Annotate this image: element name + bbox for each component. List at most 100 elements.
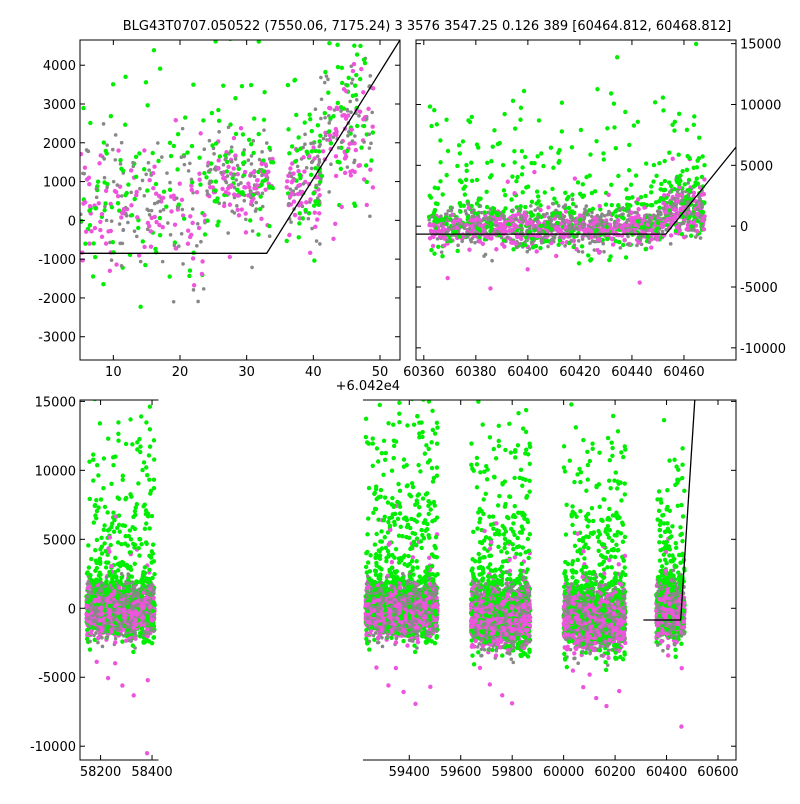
point-green <box>262 169 266 173</box>
point-gray <box>542 213 546 217</box>
point-magenta <box>188 214 192 218</box>
point-green <box>125 191 129 195</box>
point-green <box>369 158 373 162</box>
point-magenta <box>361 117 365 121</box>
point-gray <box>346 134 350 138</box>
point-magenta <box>692 191 696 195</box>
point-gray <box>625 220 629 224</box>
point-green <box>307 211 311 215</box>
point-green <box>99 536 103 540</box>
point-green <box>677 112 681 116</box>
point-magenta <box>510 228 514 232</box>
point-green <box>147 477 151 481</box>
point-green <box>137 537 141 541</box>
point-green <box>556 161 560 165</box>
point-green <box>112 518 116 522</box>
point-magenta <box>661 201 665 205</box>
point-green <box>614 214 618 218</box>
point-green <box>489 173 493 177</box>
point-green <box>116 201 120 205</box>
point-green <box>121 523 125 527</box>
point-green <box>145 473 149 477</box>
point-gray <box>121 242 125 246</box>
point-gray <box>325 74 329 78</box>
point-gray <box>568 223 572 227</box>
point-gray <box>166 221 170 225</box>
point-magenta <box>331 237 335 241</box>
point-green <box>327 129 331 133</box>
point-magenta <box>343 156 347 160</box>
point-green <box>98 547 102 551</box>
point-gray <box>81 172 85 176</box>
point-gray <box>131 161 135 165</box>
point-gray <box>127 599 131 603</box>
point-gray <box>551 202 555 206</box>
point-green <box>133 562 137 566</box>
point-magenta <box>161 196 165 200</box>
point-gray <box>486 216 490 220</box>
point-gray <box>110 219 114 223</box>
point-green <box>345 149 349 153</box>
point-gray <box>466 235 470 239</box>
point-green <box>93 588 97 592</box>
point-green <box>612 4 616 8</box>
point-green <box>303 120 307 124</box>
point-magenta <box>359 67 363 71</box>
point-gray <box>362 140 366 144</box>
point-gray <box>581 237 585 241</box>
point-gray <box>470 240 474 244</box>
point-gray <box>160 155 164 159</box>
point-green <box>241 152 245 156</box>
point-green <box>93 580 97 584</box>
point-gray <box>145 603 149 607</box>
point-green <box>95 560 99 564</box>
point-gray <box>463 226 467 230</box>
point-magenta <box>129 203 133 207</box>
point-gray <box>134 604 138 608</box>
point-green <box>687 215 691 219</box>
point-gray <box>319 177 323 181</box>
point-green <box>565 197 569 201</box>
point-green <box>240 84 244 88</box>
point-gray <box>183 163 187 167</box>
point-green <box>555 221 559 225</box>
point-green <box>147 568 151 572</box>
point-magenta <box>455 226 459 230</box>
point-magenta <box>333 222 337 226</box>
point-magenta <box>431 244 435 248</box>
point-green <box>651 179 655 183</box>
point-magenta <box>512 191 516 195</box>
point-green <box>661 188 665 192</box>
point-gray <box>303 142 307 146</box>
point-green <box>532 161 536 165</box>
point-green <box>625 206 629 210</box>
point-green <box>654 229 658 233</box>
point-magenta <box>288 166 292 170</box>
point-green <box>93 206 97 210</box>
point-green <box>109 543 113 547</box>
point-magenta <box>470 224 474 228</box>
point-magenta <box>343 171 347 175</box>
point-magenta <box>504 230 508 234</box>
point-gray <box>648 220 652 224</box>
point-magenta <box>554 225 558 229</box>
point-gray <box>135 235 139 239</box>
point-green <box>137 546 141 550</box>
point-gray <box>672 202 676 206</box>
point-gray <box>138 187 142 191</box>
point-gray <box>143 620 147 624</box>
y-tick-label: 1000 <box>43 176 76 191</box>
point-green <box>286 83 290 87</box>
point-gray <box>250 162 254 166</box>
point-gray <box>367 132 371 136</box>
point-gray <box>547 216 551 220</box>
point-gray <box>122 228 126 232</box>
point-magenta <box>636 207 640 211</box>
point-gray <box>191 207 195 211</box>
point-gray <box>482 254 486 258</box>
point-gray <box>226 174 230 178</box>
point-green <box>605 237 609 241</box>
point-green <box>105 510 109 514</box>
point-green <box>560 101 564 105</box>
point-green <box>612 101 616 105</box>
